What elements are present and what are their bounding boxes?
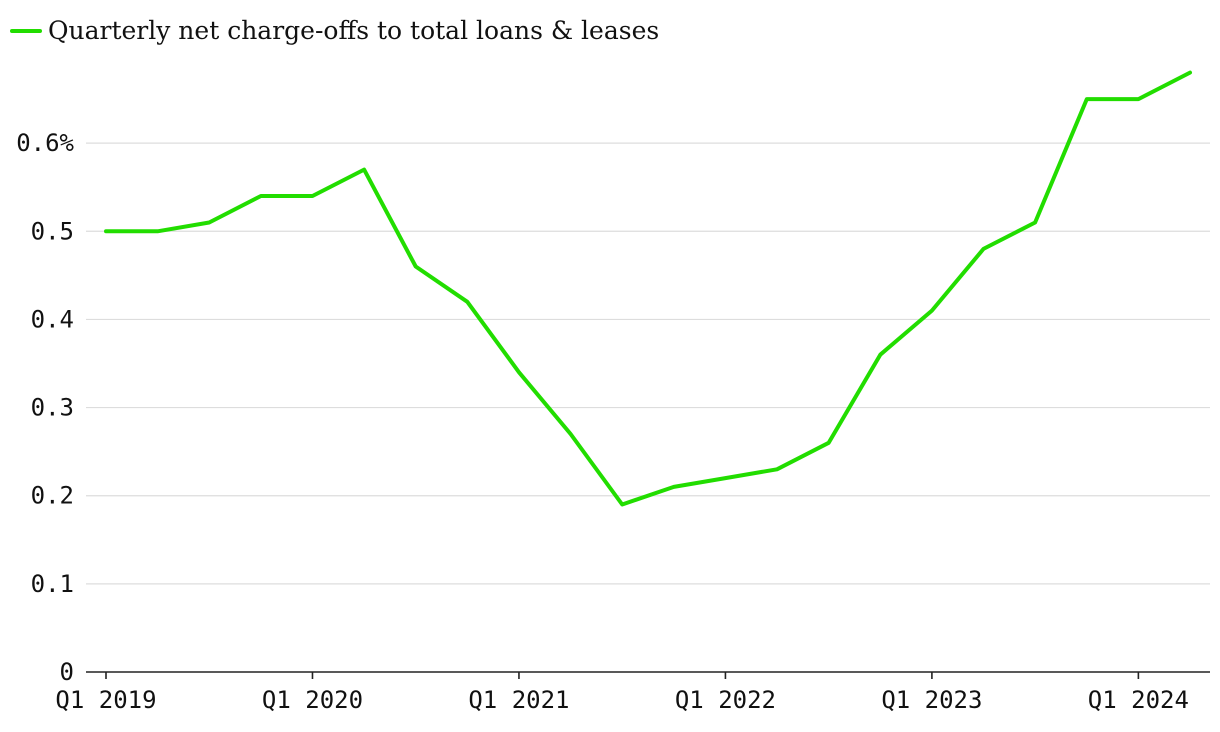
x-tick-label: Q1 2024 [1088,686,1189,714]
x-axis: Q1 2019 Q1 2020 Q1 2021 Q1 2022 Q1 2023 Q1 20… [55,672,1189,714]
series-line-net-charge-offs [104,70,1192,507]
x-tick-label: Q1 2019 [55,686,156,714]
y-tick-label: 0.5 [31,217,74,245]
series-layer [104,70,1192,507]
x-tick-label: Q1 2020 [262,686,363,714]
x-tick-label: Q1 2021 [468,686,569,714]
gridlines [86,142,1210,673]
legend: Quarterly net charge-offs to total loans… [10,16,659,45]
x-tick-label: Q1 2022 [675,686,776,714]
legend-label: Quarterly net charge-offs to total loans… [48,16,659,45]
y-axis: 0 0.1 0.2 0.3 0.4 0.5 0.6% [16,129,74,686]
y-tick-label: 0.2 [31,482,74,510]
y-tick-label: 0.3 [31,394,74,422]
y-tick-label: 0 [60,658,74,686]
x-tick-label: Q1 2023 [881,686,982,714]
y-tick-label: 0.4 [31,305,74,333]
y-tick-label: 0.1 [31,570,74,598]
y-tick-label: 0.6% [16,129,74,157]
